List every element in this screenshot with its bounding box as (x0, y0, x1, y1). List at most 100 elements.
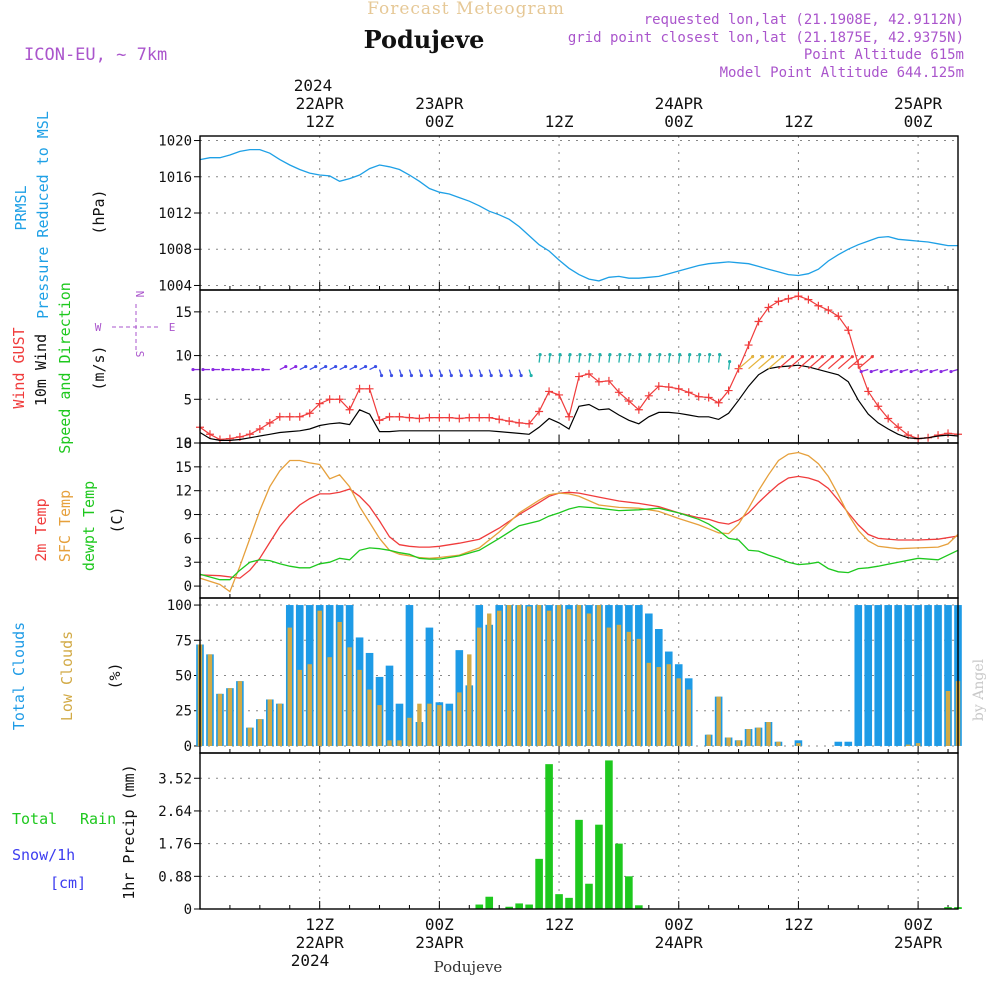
wind-arrow-head (718, 352, 722, 357)
wind-arrow-head (409, 373, 414, 378)
low-cloud-bar (487, 613, 492, 746)
gust-point (894, 423, 903, 432)
low-cloud-bar (606, 627, 612, 746)
rain-bar (515, 903, 523, 909)
rain-bar (525, 904, 533, 909)
precip-ytick-label: 3.52 (158, 771, 192, 787)
location-title: Podujeve (364, 25, 485, 54)
gust-point (824, 306, 833, 315)
wind-arrow-head (519, 373, 523, 378)
low-cloud-bar (347, 647, 352, 746)
low-cloud-bar (766, 722, 771, 746)
dewpt-line (199, 505, 959, 581)
wind-arrow-head (820, 355, 824, 359)
point-altitude: Point Altitude 615m (804, 47, 964, 63)
gust-point (535, 407, 544, 416)
low-cloud-bar (417, 703, 422, 746)
rain-bar (535, 858, 543, 909)
gust-point (854, 360, 863, 369)
temp-label-sfc: SFC Temp (56, 490, 74, 562)
low-cloud-bar (257, 719, 263, 746)
wind-arrow-head (363, 364, 368, 369)
wind-arrow-head (840, 355, 844, 359)
top-axis-date: 24APR (655, 94, 704, 113)
grid-point-coords: grid point closest lon,lat (21.1875E, 42… (568, 30, 964, 46)
gust-point (445, 413, 454, 422)
total-cloud-bar (904, 605, 912, 746)
wind-arrow-head (869, 369, 873, 374)
gust-point (365, 384, 374, 393)
wind-frame (199, 289, 959, 444)
gust-point (295, 412, 304, 421)
gust-point (345, 405, 354, 414)
wind-direction-arrow (758, 356, 773, 370)
wind-arrow-head (294, 364, 298, 369)
bottom-axis-date: 22APR (296, 933, 345, 952)
gust-point (305, 409, 314, 418)
temp-labels: 2m Temp SFC Temp dewpt Temp (C) (32, 481, 126, 571)
gust-point (814, 301, 823, 310)
gust-point (225, 434, 234, 443)
wind-panel: 0 5 10 15 (175, 290, 962, 452)
wind-arrow-head (429, 373, 433, 378)
temp-unit: (C) (108, 506, 126, 533)
low-cloud-bar (516, 605, 522, 746)
low-cloud-bar (776, 741, 781, 746)
clouds-ytick-label: 50 (175, 669, 192, 685)
wind-ytick-label: 0 (184, 436, 192, 452)
wind-arrow-head (879, 369, 883, 374)
temp-ytick-label: 6 (184, 531, 192, 547)
wind-arrow-head (698, 352, 702, 357)
compass-west: W (95, 321, 102, 334)
top-axis-date: 23APR (415, 94, 464, 113)
low-cloud-bar (357, 669, 362, 746)
gust-point (275, 412, 284, 421)
temp-ytick-label: 9 (184, 508, 192, 524)
gust-point (884, 414, 893, 423)
low-cloud-bar (467, 654, 472, 746)
gust-point (784, 294, 793, 303)
low-cloud-bar (477, 627, 482, 746)
wind-arrow-head (344, 364, 348, 369)
precip-label-rain: Rain (80, 810, 116, 828)
low-cloud-bar (915, 743, 921, 746)
wind-arrow-head (608, 352, 612, 357)
rain-bar (575, 819, 583, 909)
rain-bar (595, 824, 603, 909)
precip-ytick-label: 1.76 (158, 837, 192, 853)
wind-arrow-head (479, 373, 483, 378)
wind-arrow-head (668, 352, 672, 357)
low-cloud-bar (207, 654, 213, 746)
wind-label-10m: 10m Wind (32, 334, 50, 406)
low-cloud-bar (756, 727, 761, 746)
wind-direction-arrow (817, 356, 833, 370)
wind-direction-arrow (857, 356, 873, 370)
gust-point (804, 295, 813, 304)
gust-point (734, 364, 743, 373)
compass-south: S (133, 351, 146, 358)
gust-point (584, 369, 593, 378)
precip-ytick-label: 0 (184, 902, 192, 918)
bottom-axis-time: 00Z (425, 915, 454, 934)
wind-arrow-head (588, 352, 592, 357)
gust-point (355, 384, 364, 393)
total-cloud-bar (864, 605, 873, 746)
credit-watermark: by Angel (971, 658, 987, 721)
total-cloud-bar (914, 605, 922, 746)
clouds-labels: Total Clouds Low Clouds (%) (10, 622, 124, 730)
gust-point (754, 317, 763, 326)
low-cloud-bar (247, 727, 253, 746)
rain-bar (565, 897, 573, 909)
rain-bar (555, 894, 563, 909)
gust-point (545, 387, 554, 396)
compass-north: N (133, 291, 146, 298)
wind-arrow-head (760, 355, 765, 359)
wind-arrow-head (261, 367, 265, 372)
total-cloud-bar (425, 627, 434, 746)
gust-point (874, 402, 883, 411)
temp-label-dewpt: dewpt Temp (80, 481, 98, 571)
wind-direction-arrow (797, 356, 813, 370)
rain-bar (615, 843, 623, 909)
